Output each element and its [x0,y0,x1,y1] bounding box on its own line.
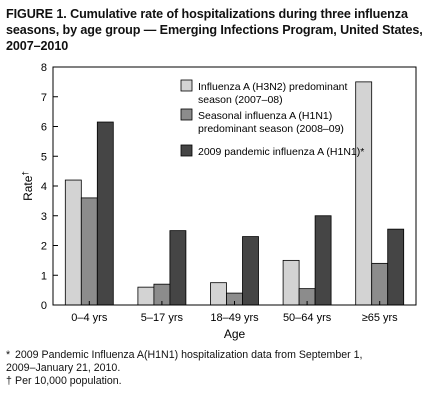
footnote-line: * 2009 Pandemic Influenza A(H1N1) hospita… [6,349,446,362]
y-tick-label: 0 [41,300,47,312]
bar [242,236,259,306]
y-tick-label: 6 [41,122,47,134]
footnote-line: † Per 10,000 population. [6,375,446,388]
y-axis-label: Rate† [21,171,36,201]
x-tick-label: 50–64 yrs [283,312,332,324]
y-axis: 0 1 2 3 4 5 6 7 8 [41,62,58,312]
footnote-mark: † [6,375,12,387]
y-tick-label: 5 [41,151,47,163]
legend-swatch [180,144,193,157]
x-tick-label: 18–49 yrs [210,312,259,324]
y-tick-label: 2 [41,241,47,253]
y-tick-label: 4 [41,181,47,193]
bar-chart: 0 1 2 3 4 5 6 7 8 0–4 yrs 5–17 yrs 18–49 yrs 50–64 … [21,62,417,341]
legend-label: season (2007–08) [198,94,283,106]
bar [314,215,332,306]
legend-label: Seasonal influenza A (H1N1) [198,110,332,122]
bar [137,286,155,306]
bar [355,81,373,306]
plot-frame [52,66,417,306]
x-tick-label: ≥65 yrs [362,312,398,324]
y-tick-label: 1 [41,270,47,282]
footnotes: * 2009 Pandemic Influenza A(H1N1) hospita… [6,349,446,388]
footnote-text: 2009 Pandemic Influenza A(H1N1) hospital… [15,349,363,361]
bar [169,230,187,306]
legend-label: 2009 pandemic influenza A (H1N1)* [198,146,364,158]
legend-swatch [180,108,193,121]
footnote-line: 2009–January 21, 2010. [6,362,446,375]
legend-swatch [180,79,193,92]
y-axis-label-mark: † [21,171,30,175]
bar [64,179,82,306]
y-tick-label: 3 [41,211,47,223]
bar [80,197,98,306]
legend-label: predominant season (2008–09) [198,123,344,135]
footnote-text: 2009–January 21, 2010. [6,362,121,374]
bar [371,262,389,306]
y-tick-label: 8 [41,62,47,74]
x-tick-label: 0–4 yrs [71,312,108,324]
x-tick-label: 5–17 yrs [141,312,184,324]
x-axis-label: Age [224,327,246,341]
legend-label: Influenza A (H3N2) predominant [198,81,348,93]
footnote-mark: * [6,349,11,361]
figure-title: FIGURE 1. Cumulative rate of hospitaliza… [6,7,423,53]
y-tick-label: 7 [41,92,47,104]
footnote-text: Per 10,000 population. [15,375,122,387]
bar [210,282,227,306]
bar [387,228,405,306]
bar [96,121,114,306]
bar [282,259,300,306]
x-axis: 0–4 yrs 5–17 yrs 18–49 yrs 50–64 yrs ≥65 yrs [71,301,398,324]
